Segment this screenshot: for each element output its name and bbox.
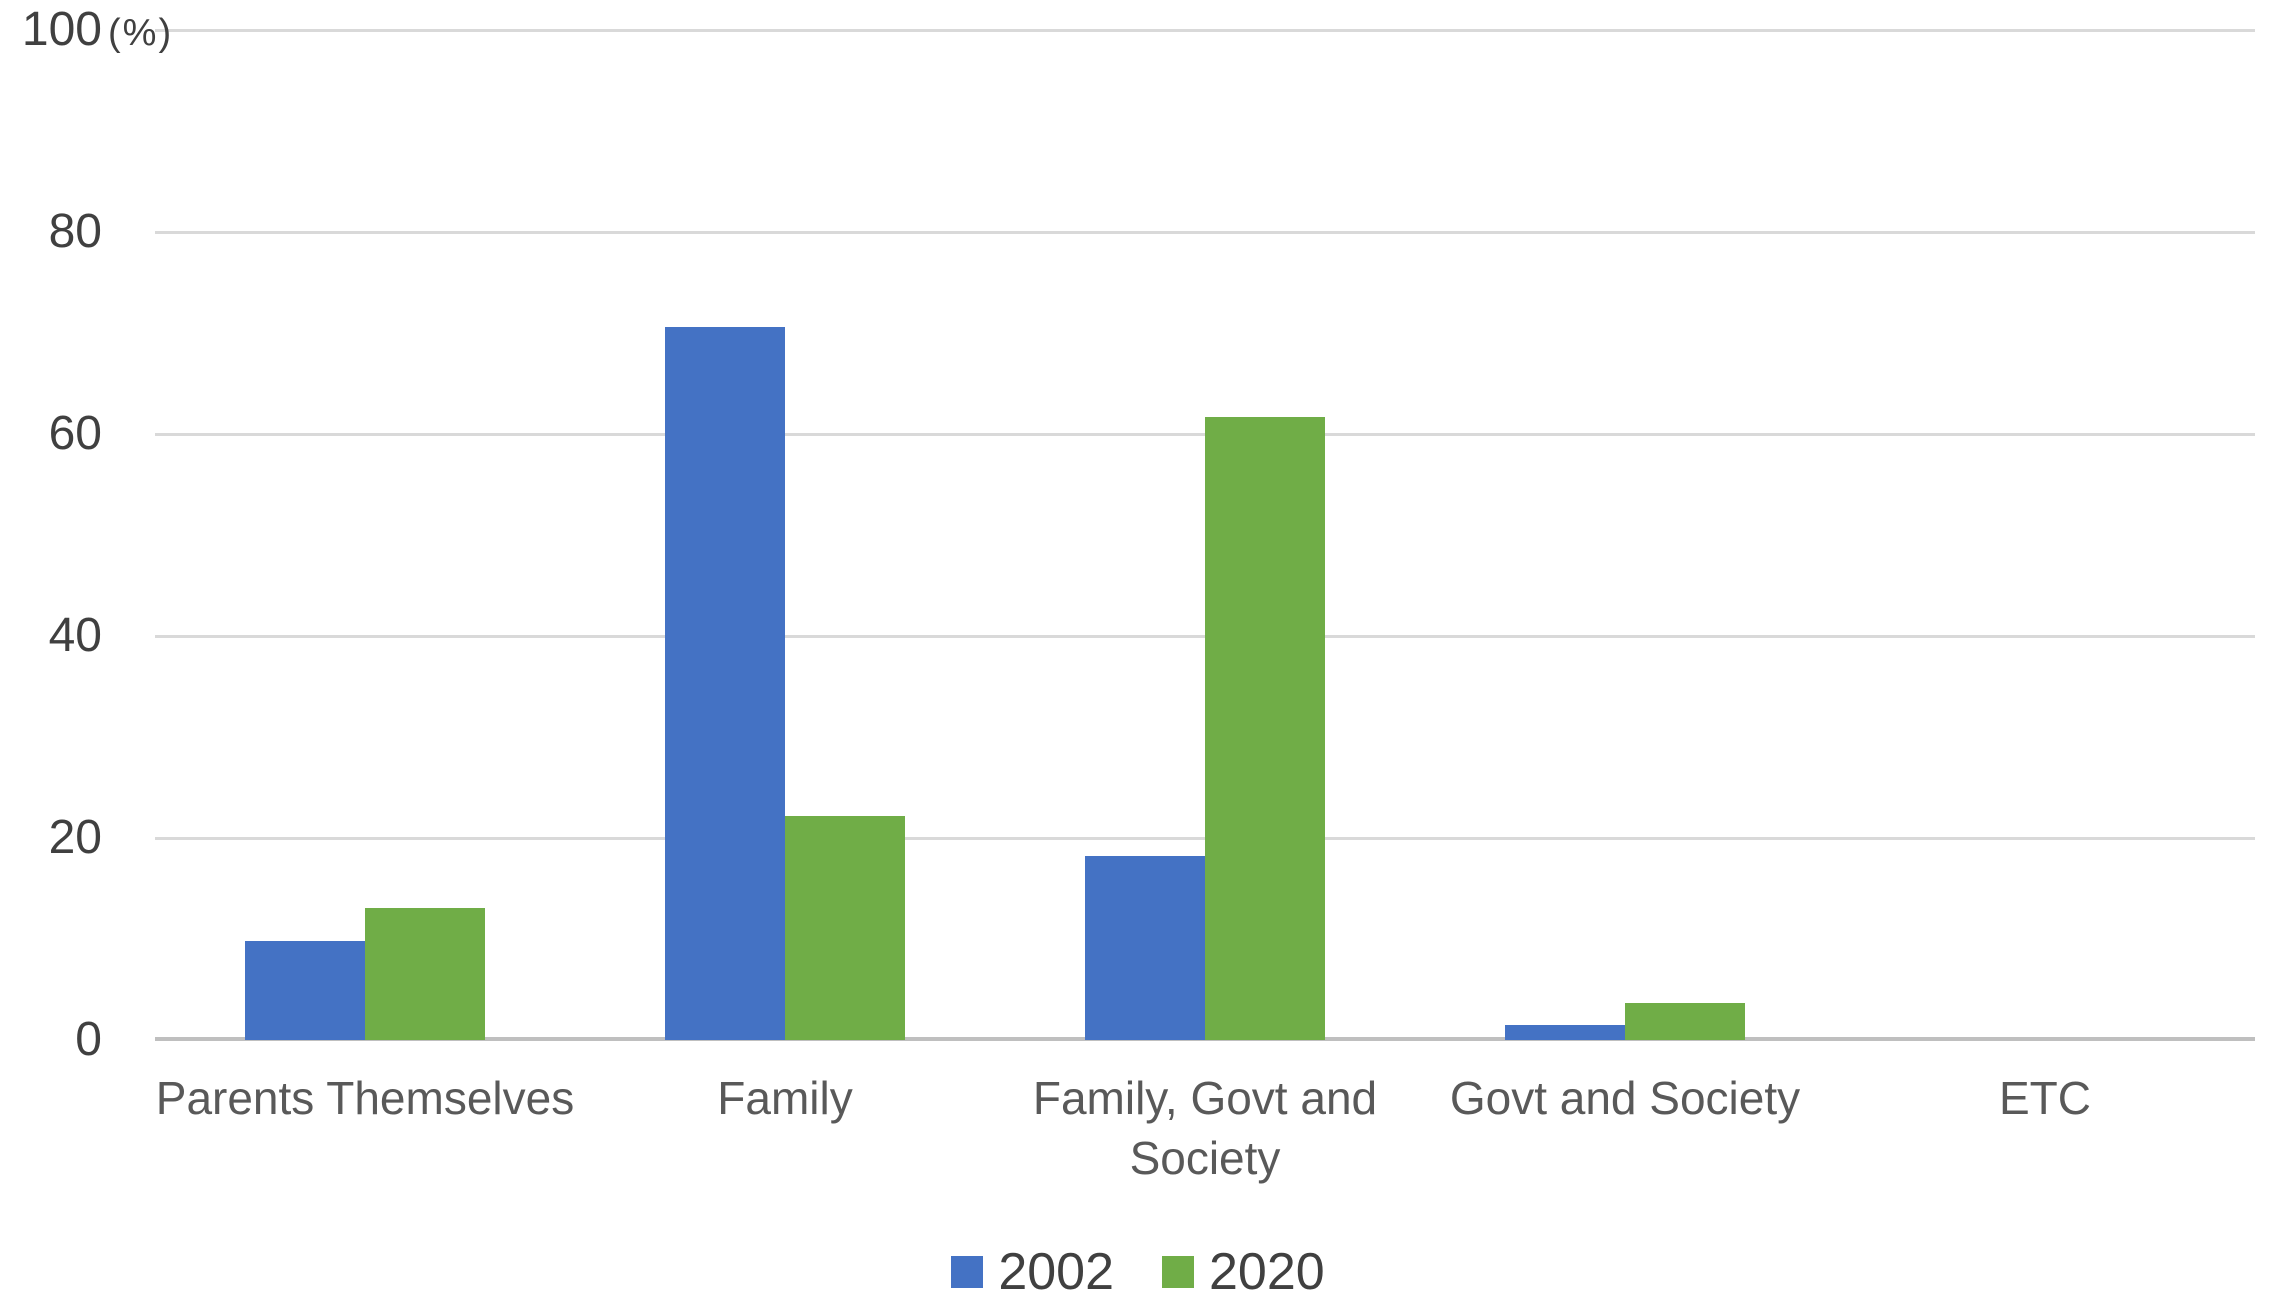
category-label-5: ETC: [1999, 1072, 2091, 1124]
bar-2020-family: [785, 816, 905, 1040]
legend-item-2020: 2020: [1162, 1244, 1325, 1300]
category-label-4: Govt and Society: [1449, 1072, 1801, 1124]
legend-label: 2002: [998, 1243, 1114, 1301]
legend-item-2002: 2002: [951, 1244, 1114, 1300]
legend-label: 2020: [1209, 1243, 1325, 1301]
y-tick-label-80: 80: [48, 205, 102, 258]
category-label-3: Family, Govt and Society: [1032, 1072, 1378, 1184]
category-label-1: Parents Themselves: [155, 1072, 575, 1124]
y-tick-label-60: 60: [48, 407, 102, 460]
bar-2002-govt-and-society: [1505, 1025, 1625, 1040]
gridline-80: [155, 231, 2255, 234]
y-tick-label-100: 100: [21, 3, 102, 56]
bar-2020-family-govt-and-society: [1205, 417, 1325, 1040]
category-label-2: Family: [717, 1072, 853, 1124]
y-axis-unit-label: (%): [108, 12, 174, 54]
bar-2020-parents-themselves: [365, 908, 485, 1040]
y-tick-label-0: 0: [75, 1013, 102, 1066]
bar-2002-parents-themselves: [245, 941, 365, 1040]
legend: 2002 2020: [0, 1244, 2276, 1300]
y-tick-label-20: 20: [48, 811, 102, 864]
bar-2020-govt-and-society: [1625, 1003, 1745, 1040]
legend-swatch-icon: [1162, 1256, 1194, 1288]
bar-2002-family: [665, 327, 785, 1040]
legend-swatch-icon: [951, 1256, 984, 1288]
plot-area: [155, 29, 2255, 1041]
y-tick-label-40: 40: [48, 609, 102, 662]
bar-2002-family-govt-and-society: [1085, 856, 1205, 1040]
gridline-100: [155, 29, 2255, 32]
